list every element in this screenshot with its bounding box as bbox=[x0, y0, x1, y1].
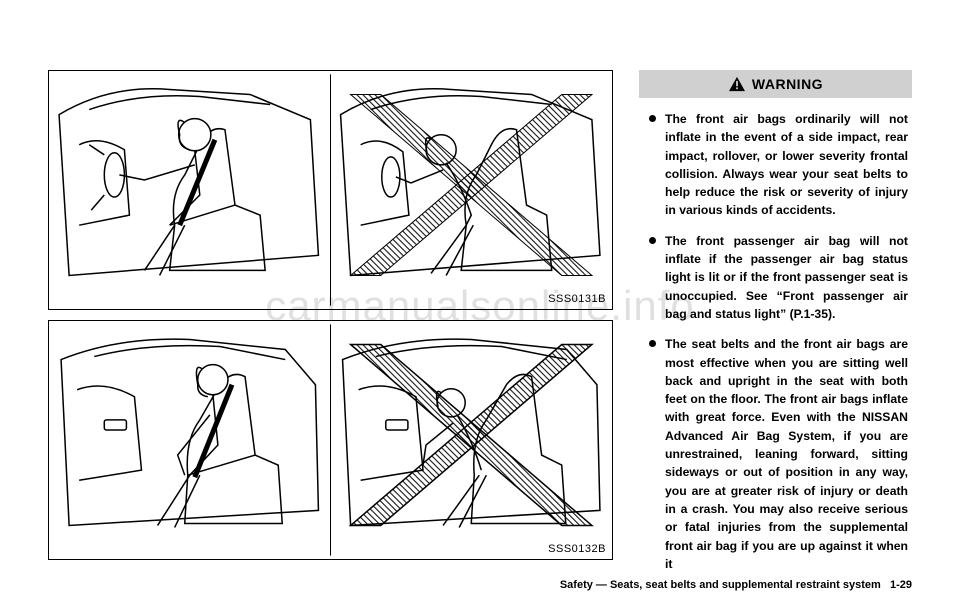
figure-bottom: SSS0132B bbox=[48, 320, 613, 560]
figure-label-top: SSS0131B bbox=[548, 293, 606, 305]
warning-bullet-list: The front air bags ordinarily will not i… bbox=[639, 110, 912, 585]
figure-label-bottom: SSS0132B bbox=[548, 543, 606, 555]
text-column: WARNING The front air bags ordinarily wi… bbox=[639, 70, 912, 560]
warning-triangle-icon bbox=[728, 76, 746, 92]
seating-diagram-top bbox=[49, 71, 612, 309]
footer-section: Safety — Seats, seat belts and supplemen… bbox=[560, 579, 881, 591]
footer-page-number: 1-29 bbox=[890, 579, 912, 591]
seating-diagram-bottom bbox=[49, 321, 612, 559]
manual-page: SSS0131B bbox=[0, 0, 960, 611]
warning-bullet: The seat belts and the front air bags ar… bbox=[647, 335, 908, 573]
content-row: SSS0131B bbox=[48, 70, 912, 560]
warning-bullet: The front air bags ordinarily will not i… bbox=[647, 110, 908, 220]
page-footer: Safety — Seats, seat belts and supplemen… bbox=[560, 579, 912, 591]
warning-header: WARNING bbox=[639, 70, 912, 98]
figures-column: SSS0131B bbox=[48, 70, 613, 560]
warning-bullet: The front passenger air bag will not inf… bbox=[647, 232, 908, 323]
figure-top: SSS0131B bbox=[48, 70, 613, 310]
warning-header-text: WARNING bbox=[752, 76, 823, 92]
